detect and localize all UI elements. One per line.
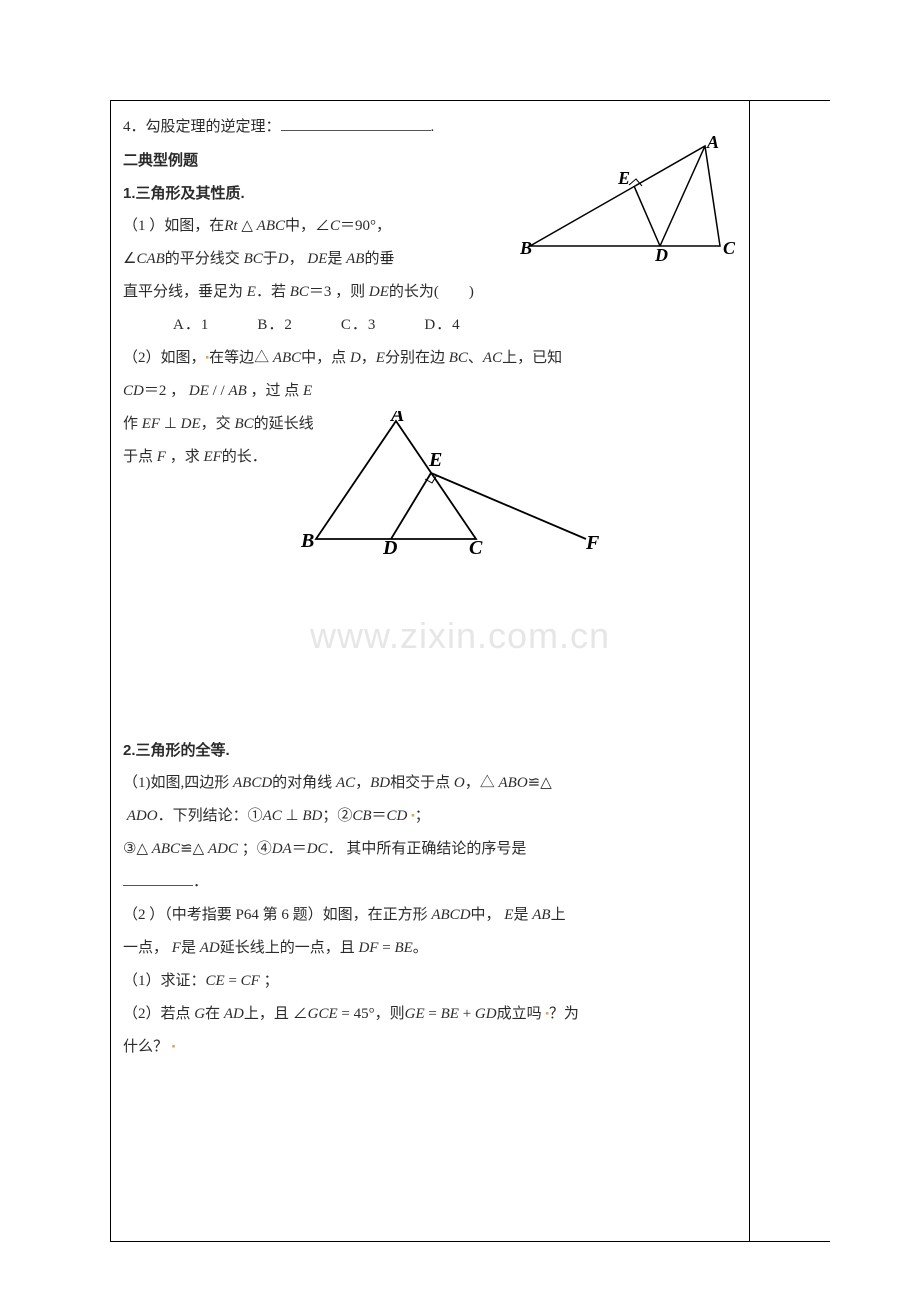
svg-text:E: E bbox=[617, 168, 630, 188]
svg-text:C: C bbox=[723, 238, 736, 258]
q4-line5: 什么？ ▪ bbox=[123, 1031, 730, 1064]
svg-text:B: B bbox=[520, 238, 532, 258]
figure-2: A B C D E F bbox=[301, 411, 601, 556]
q4-line2: 一点， F是 AD延长线上的一点，且 DF = BE。 bbox=[123, 932, 730, 965]
svg-text:A: A bbox=[389, 411, 404, 426]
svg-text:B: B bbox=[301, 530, 314, 552]
q4-line3: （1）求证：CE = CF ； bbox=[123, 965, 730, 998]
figure-1: A B C D E bbox=[520, 136, 745, 261]
svg-text:A: A bbox=[706, 136, 719, 152]
svg-text:D: D bbox=[654, 245, 668, 261]
svg-text:D: D bbox=[382, 537, 397, 556]
subsection-2: 2.三角形的全等. bbox=[123, 734, 730, 767]
svg-text:C: C bbox=[469, 537, 483, 556]
q3-line3: ③△ ABC≌△ ADC ；④DA＝DC． 其中所有正确结论的序号是 bbox=[123, 833, 730, 866]
q3-line1: （1)如图,四边形 ABCD的对角线 AC，BD相交于点 O，△ ABO≌△ bbox=[123, 767, 730, 800]
q2-line1: （2）如图，▪在等边△ ABC中，点 D，E分别在边 BC、AC上，已知 bbox=[123, 342, 730, 375]
q3-line2: ADO．下列结论：①AC ⊥ BD；②CB＝CD ▪； bbox=[123, 800, 730, 833]
q1-line3: 直平分线，垂足为 E．若 BC＝3 ，则 DE的长为( ) bbox=[123, 276, 730, 309]
q2-line2: CD＝2 ， DE / / AB ，过 点 E bbox=[123, 375, 730, 408]
svg-text:E: E bbox=[428, 449, 442, 471]
q4-line4: （2）若点 G在 AD上，且 ∠GCE = 45°，则GE = BE + GD成… bbox=[123, 998, 730, 1031]
svg-text:F: F bbox=[585, 532, 600, 554]
q3-line4: ． bbox=[123, 866, 730, 899]
q1-choices: A．1 B．2 C．3 D．4 bbox=[123, 309, 730, 342]
q4-line1: （2 ）（中考指要 P64 第 6 题）如图，在正方形 ABCD中， E是 AB… bbox=[123, 899, 730, 932]
